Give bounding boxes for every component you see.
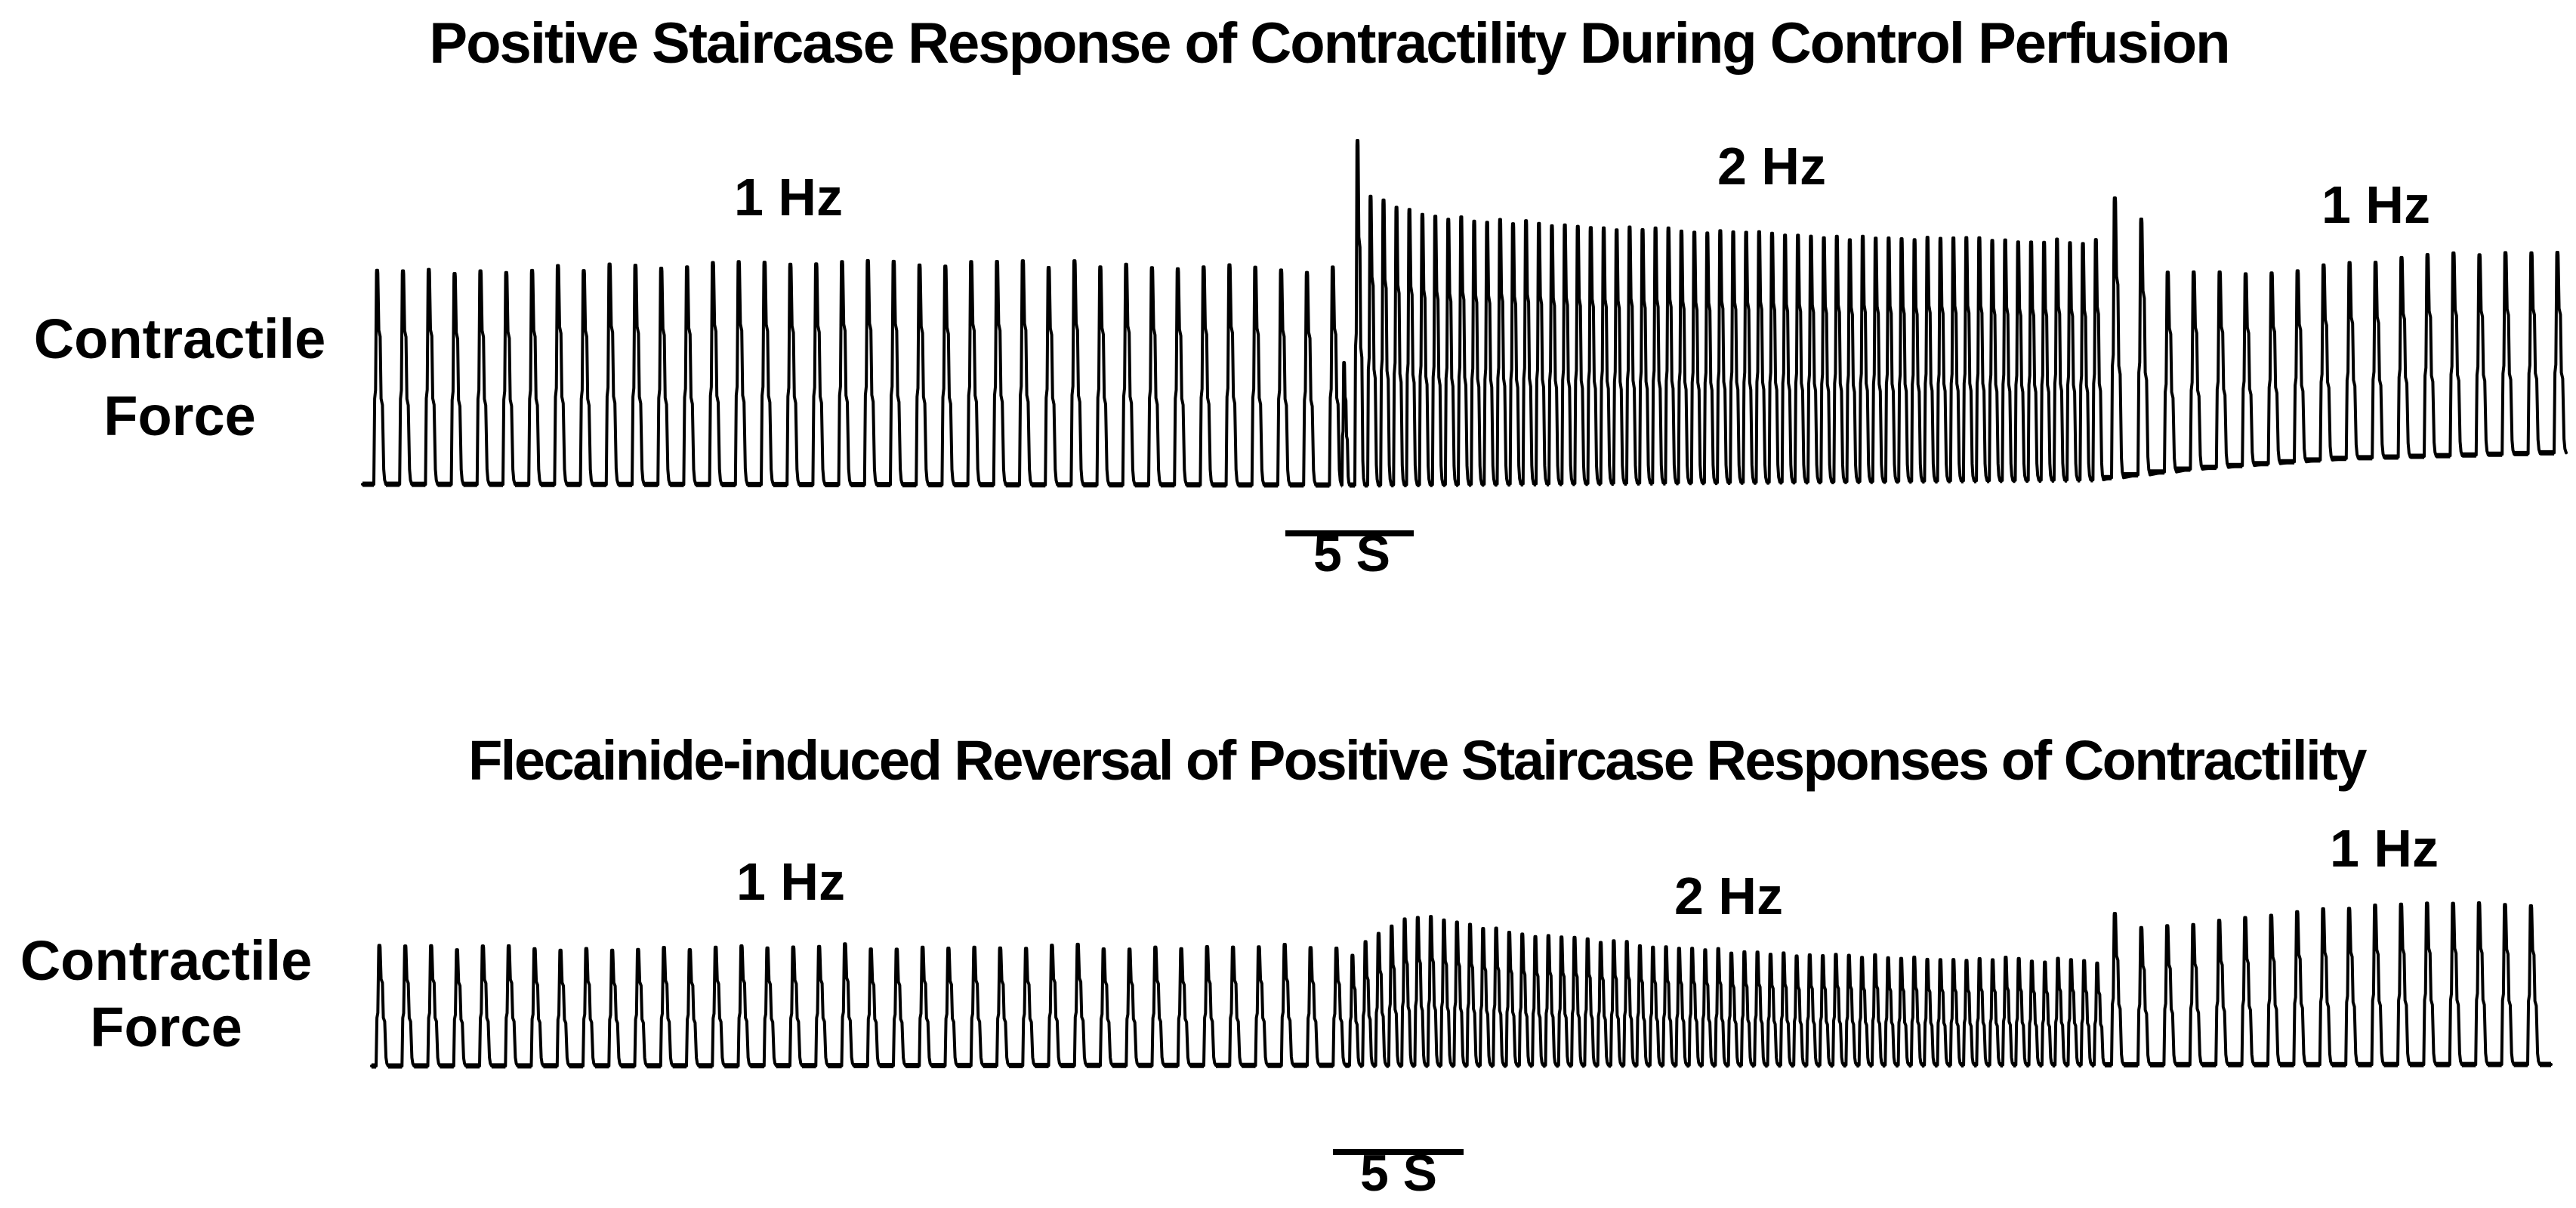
- bottom-y-axis-label-line2: Force: [90, 996, 242, 1058]
- top-contractile-trace: [361, 139, 2568, 487]
- top-freq-label-1hz-right: 1 Hz: [2321, 175, 2430, 234]
- bottom-timescale-label: 5 S: [1359, 1145, 1438, 1202]
- top-y-axis-label: Contractile Force: [34, 301, 326, 455]
- top-timescale-label: 5 S: [1313, 525, 1391, 582]
- bottom-contractile-trace: [370, 901, 2553, 1067]
- bottom-freq-label-1hz-left: 1 Hz: [736, 852, 845, 911]
- bottom-y-axis-label: Contractile Force: [20, 928, 313, 1061]
- top-y-axis-label-line1: Contractile: [33, 307, 326, 370]
- top-panel-title: Positive Staircase Response of Contracti…: [429, 11, 2230, 76]
- bottom-panel-title: Flecainide-induced Reversal of Positive …: [468, 729, 2367, 792]
- top-freq-label-2hz: 2 Hz: [1717, 137, 1826, 196]
- top-freq-label-1hz-left: 1 Hz: [734, 168, 843, 227]
- bottom-timescale-bar: [1333, 1149, 1464, 1155]
- top-y-axis-label-line2: Force: [103, 385, 256, 447]
- top-timescale-bar: [1285, 530, 1414, 536]
- bottom-freq-label-2hz: 2 Hz: [1674, 867, 1783, 925]
- bottom-freq-label-1hz-right: 1 Hz: [2330, 819, 2439, 878]
- bottom-y-axis-label-line1: Contractile: [20, 929, 313, 992]
